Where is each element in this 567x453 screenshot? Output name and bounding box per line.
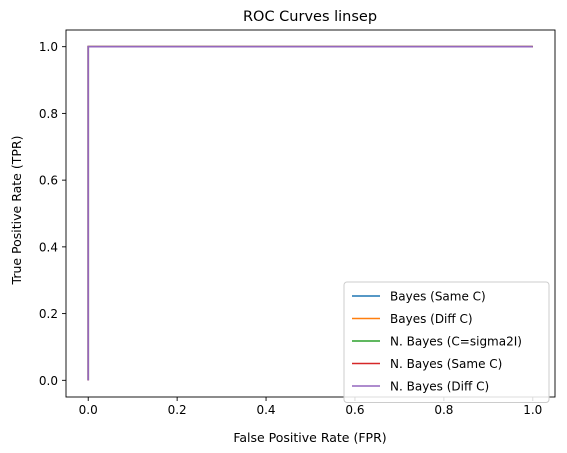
x-tick-label: 0.2	[168, 403, 187, 417]
legend-label: N. Bayes (Diff C)	[390, 380, 489, 394]
series-lines	[87, 45, 533, 381]
legend-label: N. Bayes (Same C)	[390, 357, 502, 371]
x-tick-label: 0.6	[345, 403, 364, 417]
y-tick-label: 0.8	[39, 107, 58, 121]
plot-frame	[65, 29, 556, 398]
x-axis-label: False Positive Rate (FPR)	[233, 430, 386, 445]
x-tick-label: 0.4	[256, 403, 275, 417]
y-tick-label: 0.4	[39, 240, 58, 254]
legend-label: Bayes (Same C)	[390, 290, 486, 304]
y-tick-label: 0.6	[39, 174, 58, 188]
x-tick-label: 1.0	[523, 403, 542, 417]
chart-title: ROC Curves linsep	[243, 9, 377, 25]
axis-ticks: 0.0 0.2 0.4 0.6 0.8 1.0 0.0 0.2 0.4 0.6 0.8 1.0	[39, 40, 542, 417]
x-tick-label: 0.8	[434, 403, 453, 417]
legend: Bayes (Same C) Bayes (Diff C) N. Bayes (C=…	[343, 281, 550, 403]
x-tick-label: 0.0	[79, 403, 98, 417]
legend-box	[343, 281, 550, 403]
y-tick-label: 1.0	[39, 40, 58, 54]
y-axis-label: True Positive Rate (TPR)	[9, 136, 24, 286]
legend-label: Bayes (Diff C)	[390, 312, 473, 326]
legend-label: N. Bayes (C=sigma2I)	[390, 335, 522, 349]
y-tick-label: 0.0	[39, 374, 58, 388]
series-line-5	[87, 45, 533, 381]
y-tick-label: 0.2	[39, 307, 58, 321]
